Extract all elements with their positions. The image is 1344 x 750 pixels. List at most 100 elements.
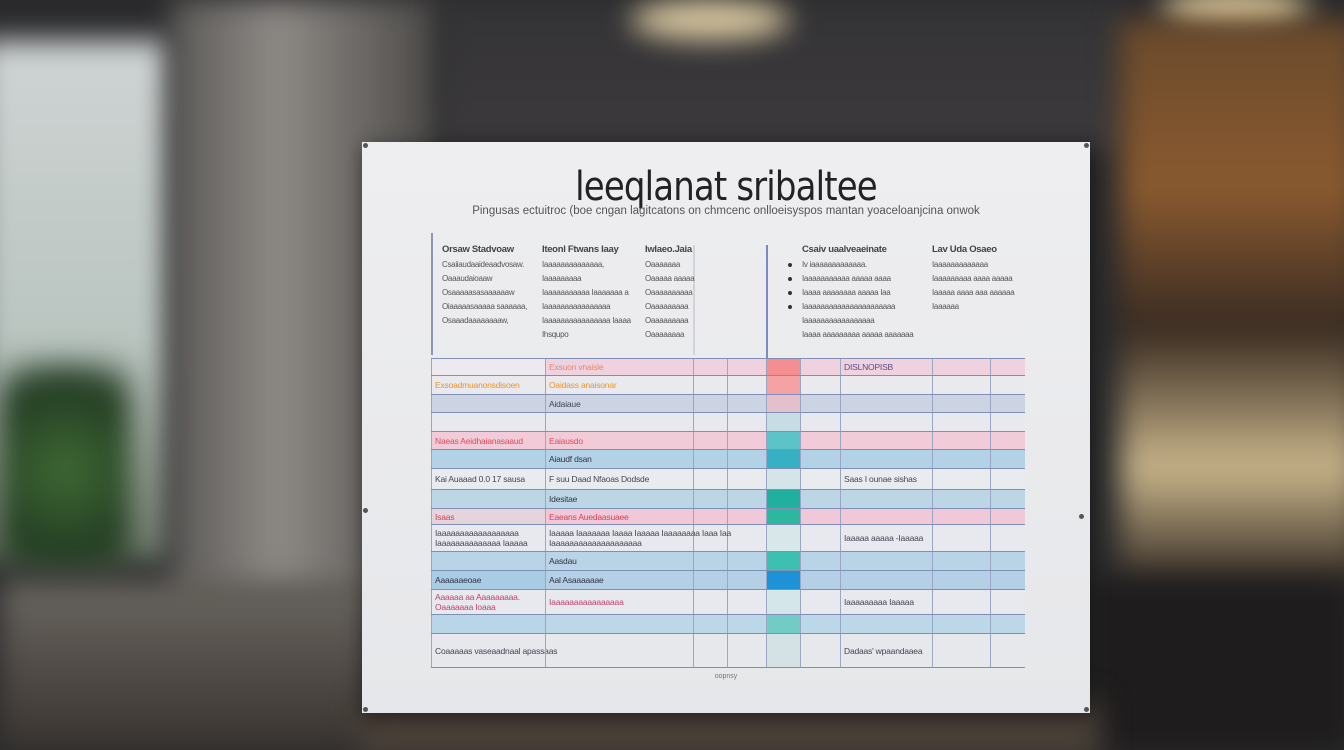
empty-cell xyxy=(800,552,840,570)
pin-icon xyxy=(363,707,368,712)
empty-cell xyxy=(990,615,1025,633)
empty-cell xyxy=(990,571,1025,589)
pin-icon xyxy=(1084,143,1089,148)
table-row: Aaaaaaeoae Aal Asaaaaaae xyxy=(431,571,1025,590)
column-line-wrap: Iaaaaaaaaaaa aaaaa aaaa xyxy=(788,272,913,286)
cell-label: Naeas Aeidhaianasaaud xyxy=(431,432,545,449)
column-line: Iaaaaaaaaaaaaaaaa Iaaaa xyxy=(542,316,631,325)
table-row: Aasdau xyxy=(431,552,1025,571)
empty-cell xyxy=(990,376,1025,394)
empty-cell xyxy=(932,615,990,633)
table-row: Naeas Aeidhaianasaaud Eaiausdo xyxy=(431,432,1025,450)
desk xyxy=(0,580,380,750)
empty-cell xyxy=(800,571,840,589)
empty-cell xyxy=(693,469,727,489)
empty-cell xyxy=(932,634,990,667)
cell-value: Iaaaaa Iaaaaaaa Iaaaa Iaaaaa Iaaaaaaaa I… xyxy=(545,525,731,551)
cell-label: Kai Auaaad 0.0 17 sausa xyxy=(431,469,545,489)
column-line-wrap: Iaaaaaaaaaaaaaaaaa xyxy=(802,314,913,328)
empty-cell xyxy=(693,571,727,589)
empty-cell xyxy=(800,450,840,468)
header-column: Orsaw Stadvoaw Csaiiaudaaideaadvosaw. Oaaa… xyxy=(442,243,527,328)
cell-note xyxy=(840,432,932,449)
cell-value: Oaidass anaisonar xyxy=(545,376,693,394)
cell-note xyxy=(840,395,932,412)
cell-value: Aidaiaue xyxy=(545,395,693,412)
empty-cell xyxy=(800,615,840,633)
accent-cell xyxy=(766,590,800,614)
empty-cell xyxy=(693,395,727,412)
empty-cell xyxy=(932,571,990,589)
accent-cell xyxy=(766,395,800,412)
pin-icon xyxy=(1084,707,1089,712)
empty-cell xyxy=(727,450,766,468)
accent-cell xyxy=(766,413,800,431)
cell-label xyxy=(431,552,545,570)
column-line: Oaaaaaaaaa xyxy=(645,302,689,311)
empty-cell xyxy=(800,376,840,394)
column-line-wrap: Iaaaaaaaaaaaaaa, xyxy=(542,258,631,272)
cell-label: Isaas xyxy=(431,509,545,524)
header-column: Csaiv uaalveaeinate Iv iaaaaaaaaaaaaa. Iaa… xyxy=(788,243,914,342)
empty-cell xyxy=(932,509,990,524)
accent-cell xyxy=(766,634,800,667)
cell-note xyxy=(840,413,932,431)
accent-cell xyxy=(766,432,800,449)
cell-value: Idesitae xyxy=(545,490,693,508)
column-line: Iaaaaaaaaaaa Iaaaaaaa a xyxy=(542,288,629,297)
column-line-wrap: Oaaaaaaa xyxy=(645,258,694,272)
column-line-wrap: Oaaaaaaaaa xyxy=(645,300,694,314)
empty-cell xyxy=(693,450,727,468)
empty-cell xyxy=(693,615,727,633)
column-line: Oaaaudaioaaw xyxy=(442,274,493,283)
poster-subtitle: Pingusas ectuitroc (boe cngan lagitcaton… xyxy=(472,205,980,217)
column-line-wrap: Osaaadaaaaaaaaw, xyxy=(442,314,527,328)
column-line: Osaaaaasasaaaaaaw xyxy=(442,288,515,297)
column-line-wrap: Iaaaaaaaaaaa Iaaaaaaa a xyxy=(542,286,631,300)
bullet-icon xyxy=(788,305,792,309)
empty-cell xyxy=(800,509,840,524)
column-line-wrap: Iaaaaaaaaaaaaaaaa Iaaaa xyxy=(542,314,631,328)
table-row: Coaaaaas vaseaadnaal apassaas Dadaas' wpa… xyxy=(431,634,1025,668)
cell-value: Eaeans Auedaasuaee xyxy=(545,509,693,524)
empty-cell xyxy=(727,634,766,667)
empty-cell xyxy=(727,615,766,633)
empty-cell xyxy=(990,490,1025,508)
cell-label xyxy=(431,450,545,468)
column-line: Oaaaaaaa xyxy=(645,260,680,269)
empty-cell xyxy=(727,432,766,449)
empty-cell xyxy=(932,395,990,412)
column-line: Oiaaaaasaaaaa saaaaaa, xyxy=(442,302,528,311)
pin-icon xyxy=(1079,514,1084,519)
cell-value xyxy=(545,615,693,633)
accent-cell xyxy=(766,359,800,375)
table-row: Isaas Eaeans Auedaasuaee xyxy=(431,509,1025,525)
column-line: Oaaaaaaaaa xyxy=(645,316,689,325)
accent-cell xyxy=(766,552,800,570)
empty-cell xyxy=(800,413,840,431)
column-line: Iaaaaaaaaa aaaa aaaaa xyxy=(932,274,1013,283)
cell-label xyxy=(431,413,545,431)
cell-label: Iaaaaaaaaaaaaaaaaaa Iaaaaaaaaaaaaaa Iaaa… xyxy=(431,525,545,551)
column-line-wrap: Iaaaaaa xyxy=(932,300,1014,314)
accent-cell xyxy=(766,376,800,394)
empty-cell xyxy=(727,395,766,412)
column-line-wrap: Osaaaaasasaaaaaaw xyxy=(442,286,527,300)
plant xyxy=(0,360,130,580)
empty-cell xyxy=(693,525,727,551)
column-line-wrap: Oaaaaaaaaaa xyxy=(645,286,694,300)
column-line-wrap: Iaaaaaaaaa aaaa aaaaa xyxy=(932,272,1014,286)
cell-label xyxy=(431,395,545,412)
cell-note: Saas I ounae sishas xyxy=(840,469,932,489)
empty-cell xyxy=(990,395,1025,412)
column-line: Iaaaaaaaaaaaaaa, xyxy=(542,260,604,269)
empty-cell xyxy=(990,413,1025,431)
empty-cell xyxy=(932,432,990,449)
table-row: Iaaaaaaaaaaaaaaaaaa Iaaaaaaaaaaaaaa Iaaa… xyxy=(431,525,1025,552)
empty-cell xyxy=(990,509,1025,524)
empty-cell xyxy=(990,450,1025,468)
empty-cell xyxy=(932,590,990,614)
bullet-icon xyxy=(788,291,792,295)
column-line: Iaaaaa aaaa aaa aaaaaa xyxy=(932,288,1015,297)
table-row: Kai Auaaad 0.0 17 sausa F suu Daad Nfaoas… xyxy=(431,469,1025,490)
